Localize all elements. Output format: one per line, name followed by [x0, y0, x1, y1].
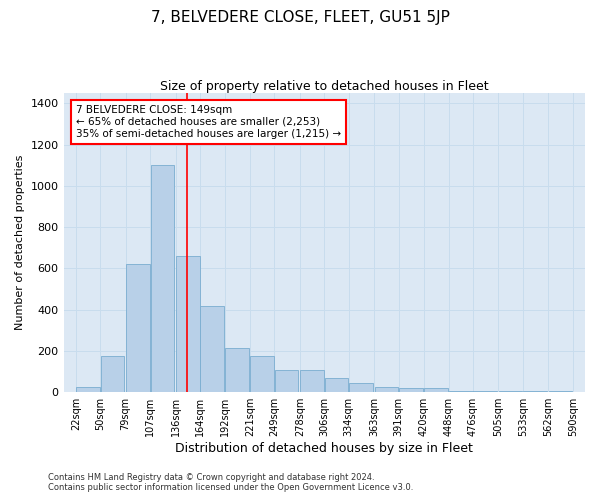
Y-axis label: Number of detached properties: Number of detached properties [15, 155, 25, 330]
Bar [548, 390, 572, 392]
Bar [151, 165, 174, 392]
Bar [101, 356, 124, 392]
Text: 7 BELVEDERE CLOSE: 149sqm
← 65% of detached houses are smaller (2,253)
35% of se: 7 BELVEDERE CLOSE: 149sqm ← 65% of detac… [76, 106, 341, 138]
Bar [300, 370, 324, 392]
X-axis label: Distribution of detached houses by size in Fleet: Distribution of detached houses by size … [175, 442, 473, 455]
Bar [76, 387, 100, 392]
Bar [399, 388, 423, 392]
Bar [176, 256, 200, 392]
Bar [349, 383, 373, 392]
Text: 7, BELVEDERE CLOSE, FLEET, GU51 5JP: 7, BELVEDERE CLOSE, FLEET, GU51 5JP [151, 10, 449, 25]
Bar [200, 306, 224, 392]
Title: Size of property relative to detached houses in Fleet: Size of property relative to detached ho… [160, 80, 488, 93]
Bar [250, 356, 274, 392]
Bar [275, 370, 298, 392]
Bar [374, 387, 398, 392]
Text: Contains HM Land Registry data © Crown copyright and database right 2024.
Contai: Contains HM Land Registry data © Crown c… [48, 473, 413, 492]
Bar [325, 378, 349, 392]
Bar [126, 264, 150, 392]
Bar [225, 348, 248, 392]
Bar [449, 390, 473, 392]
Bar [424, 388, 448, 392]
